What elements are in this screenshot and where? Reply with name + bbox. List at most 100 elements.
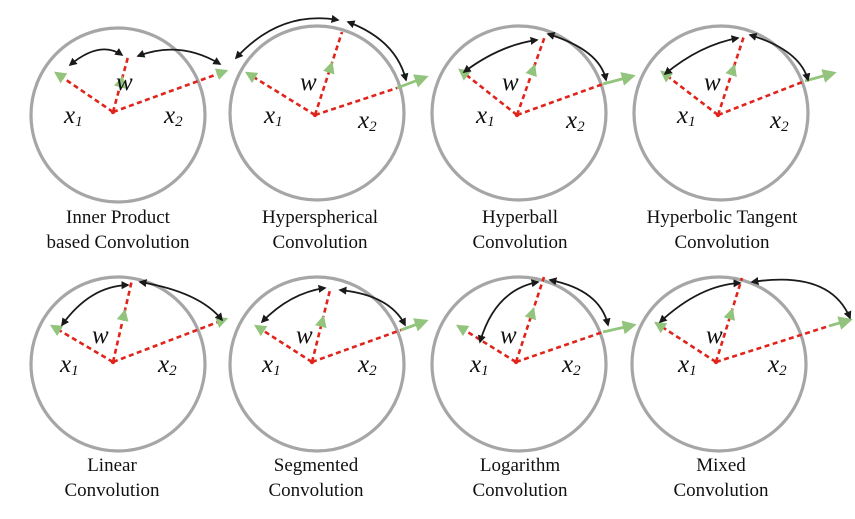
caption-line-2: Convolution	[272, 232, 368, 253]
vector-w-arrow-icon	[323, 61, 335, 75]
vector-x1-arrow-icon	[54, 71, 68, 84]
vector-x1-arrow-icon	[653, 321, 668, 334]
vector-x2-arrow-icon	[396, 74, 429, 90]
unit-circle	[632, 24, 810, 202]
angle-arc-x1-w-icon	[462, 36, 539, 73]
vector-w-line	[515, 35, 547, 116]
caption-line-2: based Convolution	[46, 232, 190, 253]
label-x1-subscript: 1	[275, 114, 283, 130]
label-w: w	[502, 69, 519, 96]
vector-x2-arrow-icon	[602, 320, 637, 335]
label-w: w	[92, 322, 109, 349]
label-x1-subscript: 1	[689, 363, 697, 379]
vector-w-arrow-icon	[113, 75, 126, 89]
label-x2-subscript: 2	[573, 363, 581, 379]
label-x2: x2	[163, 102, 183, 130]
vector-x2-line	[112, 317, 227, 364]
vector-x1-arrow-icon	[49, 324, 64, 337]
unit-circle	[29, 275, 207, 453]
label-x1: x1	[676, 102, 696, 130]
unit-circle	[29, 26, 207, 204]
label-w: w	[704, 69, 721, 96]
vector-x2-line	[314, 86, 398, 117]
angle-arc-w-x2-icon	[338, 286, 406, 327]
caption-line-2: Convolution	[674, 232, 770, 253]
vector-w-line	[313, 31, 344, 116]
origin-point	[309, 359, 315, 365]
origin-point	[110, 359, 116, 365]
vector-x2-line	[715, 324, 830, 364]
caption-logarithm: Logarithm Convolution	[420, 453, 620, 503]
vector-w-line	[714, 277, 744, 363]
caption-line-1: Hyperspherical	[261, 207, 379, 228]
label-x2-subscript: 2	[781, 119, 789, 135]
label-w: w	[706, 322, 723, 349]
vector-x2-arrow-icon	[804, 69, 837, 83]
angle-arc-w-x2-icon	[136, 48, 222, 65]
caption-hyperspherical: Hyperspherical Convolution	[220, 205, 420, 255]
caption-line-2: Convolution	[673, 480, 769, 501]
label-x1-subscript: 1	[481, 363, 489, 379]
label-x2-subscript: 2	[779, 363, 787, 379]
vector-x1-line	[246, 71, 316, 117]
origin-point	[715, 112, 721, 118]
vector-x2-line	[515, 330, 604, 364]
angle-arc-w-x2-icon	[346, 20, 409, 82]
origin-point	[513, 359, 519, 365]
label-x1-subscript: 1	[71, 363, 79, 379]
panel-hyperbolic-tangent: w x1 x2	[632, 24, 837, 202]
label-x1: x1	[63, 102, 83, 130]
vector-w-line	[716, 35, 746, 116]
label-x1-subscript: 1	[487, 114, 495, 130]
caption-line-1: Hyperbolic Tangent	[646, 207, 798, 228]
caption-line-1: Linear	[87, 455, 137, 476]
label-w: w	[300, 69, 317, 96]
label-x2: x2	[357, 351, 377, 379]
caption-line-2: Convolution	[472, 232, 568, 253]
vector-x1-line	[457, 324, 517, 364]
vector-w-line	[310, 289, 332, 363]
caption-line-1: Mixed	[696, 455, 746, 476]
vector-x2-arrow-icon	[214, 68, 229, 80]
caption-line-1: Segmented	[273, 455, 359, 476]
vector-w-line	[514, 276, 546, 363]
label-x1: x1	[59, 351, 79, 379]
vector-x1-arrow-icon	[458, 68, 472, 81]
angle-arc-x1-w-icon	[260, 284, 327, 324]
panel-hyperspherical: w x1 x2	[228, 14, 429, 202]
vector-w-arrow-icon	[524, 307, 537, 321]
angle-arc-w-x2-icon	[138, 279, 224, 322]
label-x2-subscript: 2	[369, 119, 377, 135]
caption-line-1: Hyperball	[482, 207, 558, 228]
vector-x1-line	[661, 70, 719, 117]
vector-x2-arrow-icon	[828, 316, 853, 330]
unit-circle	[630, 275, 808, 453]
label-x2-subscript: 2	[175, 114, 183, 130]
label-x1: x1	[263, 102, 283, 130]
label-x1: x1	[475, 102, 495, 130]
vector-x1-line	[55, 71, 114, 114]
label-x2: x2	[767, 351, 787, 379]
label-x2: x2	[769, 107, 789, 135]
vector-x1-arrow-icon	[253, 324, 268, 337]
vector-x1-arrow-icon	[455, 324, 470, 337]
angle-arc-x1-w-icon	[658, 279, 742, 324]
caption-line-2: Convolution	[64, 480, 160, 501]
angle-arc-x1-w-icon	[234, 14, 340, 60]
label-x2: x2	[357, 107, 377, 135]
label-x2-subscript: 2	[369, 363, 377, 379]
angle-arc-x1-w-icon	[477, 279, 540, 344]
caption-line-1: Logarithm	[479, 455, 561, 476]
caption-line-1: Inner Product	[66, 207, 170, 228]
caption-line-2: Convolution	[472, 480, 568, 501]
caption-linear: Linear Convolution	[12, 453, 212, 503]
panel-segmented: w x1 x2	[228, 275, 429, 453]
label-x1: x1	[469, 351, 489, 379]
angle-arc-w-x2-icon	[748, 32, 811, 82]
vector-x2-line	[717, 79, 806, 117]
vector-x2-line	[311, 328, 402, 364]
panel-linear: w x1 x2	[29, 275, 229, 453]
origin-point	[713, 359, 719, 365]
vector-x2-arrow-icon	[602, 72, 636, 86]
